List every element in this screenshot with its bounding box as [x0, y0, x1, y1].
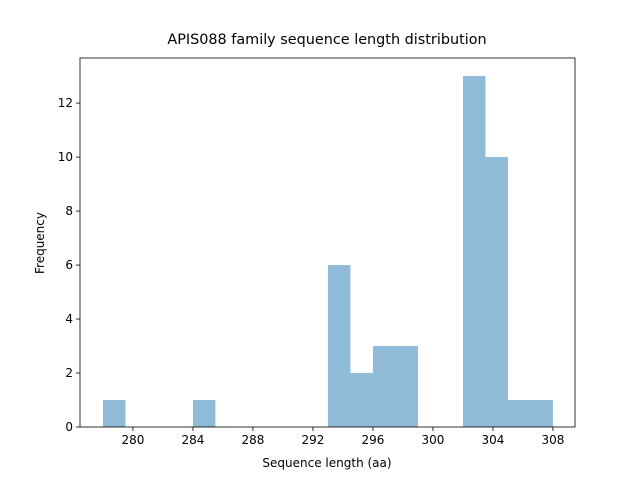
- bar: [327, 265, 351, 427]
- bar: [530, 400, 553, 427]
- bar: [192, 400, 216, 427]
- y-tick-label: 0: [65, 420, 73, 434]
- bar: [372, 346, 396, 427]
- x-tick-label: 300: [421, 433, 444, 447]
- x-tick-label: 288: [241, 433, 264, 447]
- y-tick-label: 6: [65, 258, 73, 272]
- y-tick-label: 10: [58, 150, 73, 164]
- x-tick-label: 292: [301, 433, 324, 447]
- y-tick-label: 8: [65, 204, 73, 218]
- bar: [395, 346, 418, 427]
- x-tick-label: 308: [541, 433, 564, 447]
- bar: [507, 400, 531, 427]
- bar: [462, 76, 486, 428]
- x-tick-label: 304: [481, 433, 504, 447]
- y-axis-label: Frequency: [33, 212, 47, 274]
- chart-title: APIS088 family sequence length distribut…: [167, 32, 486, 48]
- x-axis-label: Sequence length (aa): [262, 456, 391, 470]
- x-tick-label: 296: [361, 433, 384, 447]
- x-tick-label: 280: [121, 433, 144, 447]
- bar: [102, 400, 126, 427]
- bar: [485, 157, 508, 427]
- y-tick-label: 12: [58, 96, 73, 110]
- bar: [350, 373, 373, 427]
- x-tick-label: 284: [181, 433, 204, 447]
- plot-frame: [79, 57, 576, 428]
- y-tick-label: 2: [65, 366, 73, 380]
- y-tick-label: 4: [65, 312, 73, 326]
